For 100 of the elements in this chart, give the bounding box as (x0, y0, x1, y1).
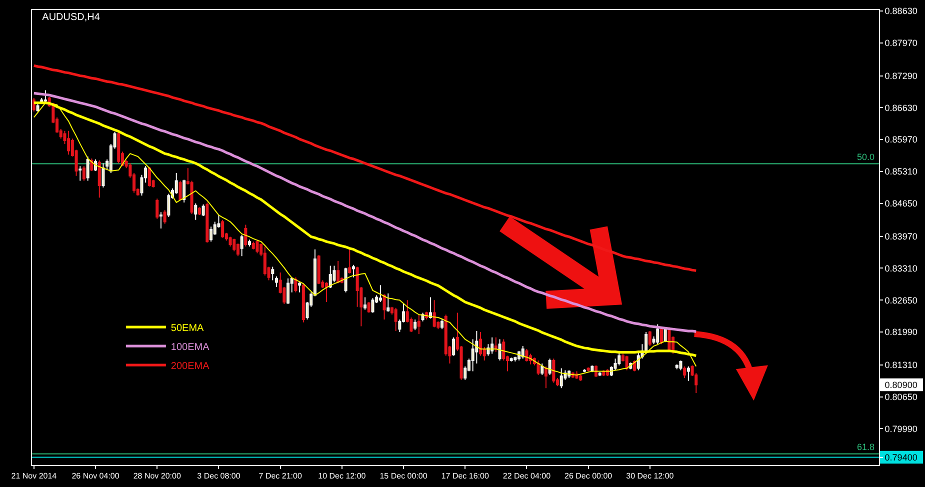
candlestick (648, 330, 652, 347)
candlestick (248, 239, 252, 247)
y-tick-label: 0.79990 (884, 424, 918, 434)
candlestick (302, 284, 305, 323)
y-tick-label: 0.87290 (884, 70, 918, 81)
candlestick (210, 226, 213, 242)
candlestick (206, 202, 209, 244)
candlestick (178, 180, 182, 202)
y-tick-label: 0.86630 (884, 102, 918, 113)
candlestick (194, 202, 198, 220)
candlestick (78, 166, 82, 182)
candlestick (198, 206, 201, 216)
candlestick (440, 318, 444, 330)
candlestick (271, 266, 274, 281)
annotation: 50.0 (857, 152, 875, 162)
y-tick-label: 0.87970 (884, 38, 918, 48)
candlestick (417, 314, 420, 334)
x-tick-label: 17 Dec 16:00 (441, 472, 490, 481)
candlestick (364, 296, 367, 310)
candlestick (232, 238, 236, 252)
candlestick (656, 324, 660, 345)
line-series (32, 64, 698, 272)
candlestick (36, 103, 40, 112)
candlestick (98, 160, 101, 198)
y-tick-label: 0.85310 (884, 166, 918, 177)
candlestick (32, 98, 36, 112)
candlestick (428, 296, 432, 319)
candlestick (452, 336, 456, 356)
candlestick (432, 300, 436, 328)
candlestick (44, 90, 47, 102)
candlestick (510, 357, 513, 362)
y-tick-label: 0.84650 (884, 198, 918, 209)
x-tick-label: 7 Dec 21:00 (258, 472, 302, 481)
x-tick-label: 10 Dec 12:00 (318, 472, 366, 481)
y-tick-label: 0.83970 (884, 231, 918, 242)
candlestick (202, 204, 205, 216)
candlestick (378, 284, 382, 303)
candlestick (274, 276, 278, 288)
x-tick-label: 22 Dec 04:00 (502, 472, 552, 481)
candlestick (163, 210, 166, 224)
candlestick (540, 362, 544, 376)
candlestick (675, 364, 678, 370)
annotation: 61.8 (857, 442, 875, 452)
candlestick (156, 198, 159, 220)
candlestick (367, 302, 370, 314)
candlestick (117, 131, 120, 164)
candlestick (174, 172, 178, 194)
candlestick (598, 372, 602, 377)
x-tick-label: 3 Dec 08:00 (197, 472, 241, 481)
y-tick-label: 0.80650 (884, 392, 918, 402)
candlestick (67, 130, 70, 156)
candlestick (82, 166, 86, 182)
candlestick (382, 294, 386, 320)
candlestick (344, 267, 348, 293)
y-tick-label: 0.81990 (884, 327, 918, 338)
candlestick (525, 348, 528, 362)
candlestick (244, 224, 248, 247)
chart-title: AUDUSD,H4 (42, 12, 100, 24)
x-tick-label: 26 Nov 04:00 (72, 472, 120, 481)
candlestick (660, 326, 663, 345)
y-tick-label: 0.88630 (884, 6, 918, 16)
x-tick-label: 15 Dec 00:00 (380, 472, 428, 481)
candlestick (336, 260, 340, 283)
x-tick-label: 26 Dec 00:00 (564, 472, 613, 481)
candlestick (479, 332, 482, 356)
candlestick (560, 368, 563, 389)
candlestick (159, 212, 162, 230)
candlestick (544, 366, 548, 389)
candlestick (686, 366, 690, 382)
candlestick (182, 179, 186, 203)
candlestick (348, 248, 352, 274)
y-tick-label: 0.80900 (884, 380, 918, 390)
candlestick (256, 239, 259, 254)
legend-label: 50EMA (170, 322, 204, 334)
x-tick-label: 21 Nov 2014 (11, 472, 58, 481)
candlestick (86, 156, 90, 182)
candlestick (252, 241, 255, 250)
candlestick (414, 318, 417, 331)
legend-label: 100EMA (170, 342, 210, 353)
candlestick (394, 307, 398, 332)
candlestick (536, 360, 540, 376)
candlestick (579, 374, 582, 382)
candlestick (490, 336, 494, 354)
candlestick (679, 360, 682, 371)
candlestick (582, 368, 586, 373)
y-tick-label: 0.85970 (884, 134, 918, 145)
candlestick (386, 292, 390, 312)
candlestick (625, 355, 628, 371)
y-tick-label: 0.79400 (884, 452, 918, 462)
candlestick (498, 338, 502, 362)
candlestick (294, 276, 298, 293)
candlestick (298, 282, 302, 293)
candlestick (552, 358, 556, 384)
legend-label: 200EMA (170, 360, 210, 372)
candlestick (371, 298, 374, 314)
y-tick-label: 0.82650 (884, 295, 918, 306)
candlestick (317, 254, 320, 285)
candlestick (221, 219, 224, 238)
candlestick (325, 282, 328, 303)
candlestick (328, 265, 332, 289)
